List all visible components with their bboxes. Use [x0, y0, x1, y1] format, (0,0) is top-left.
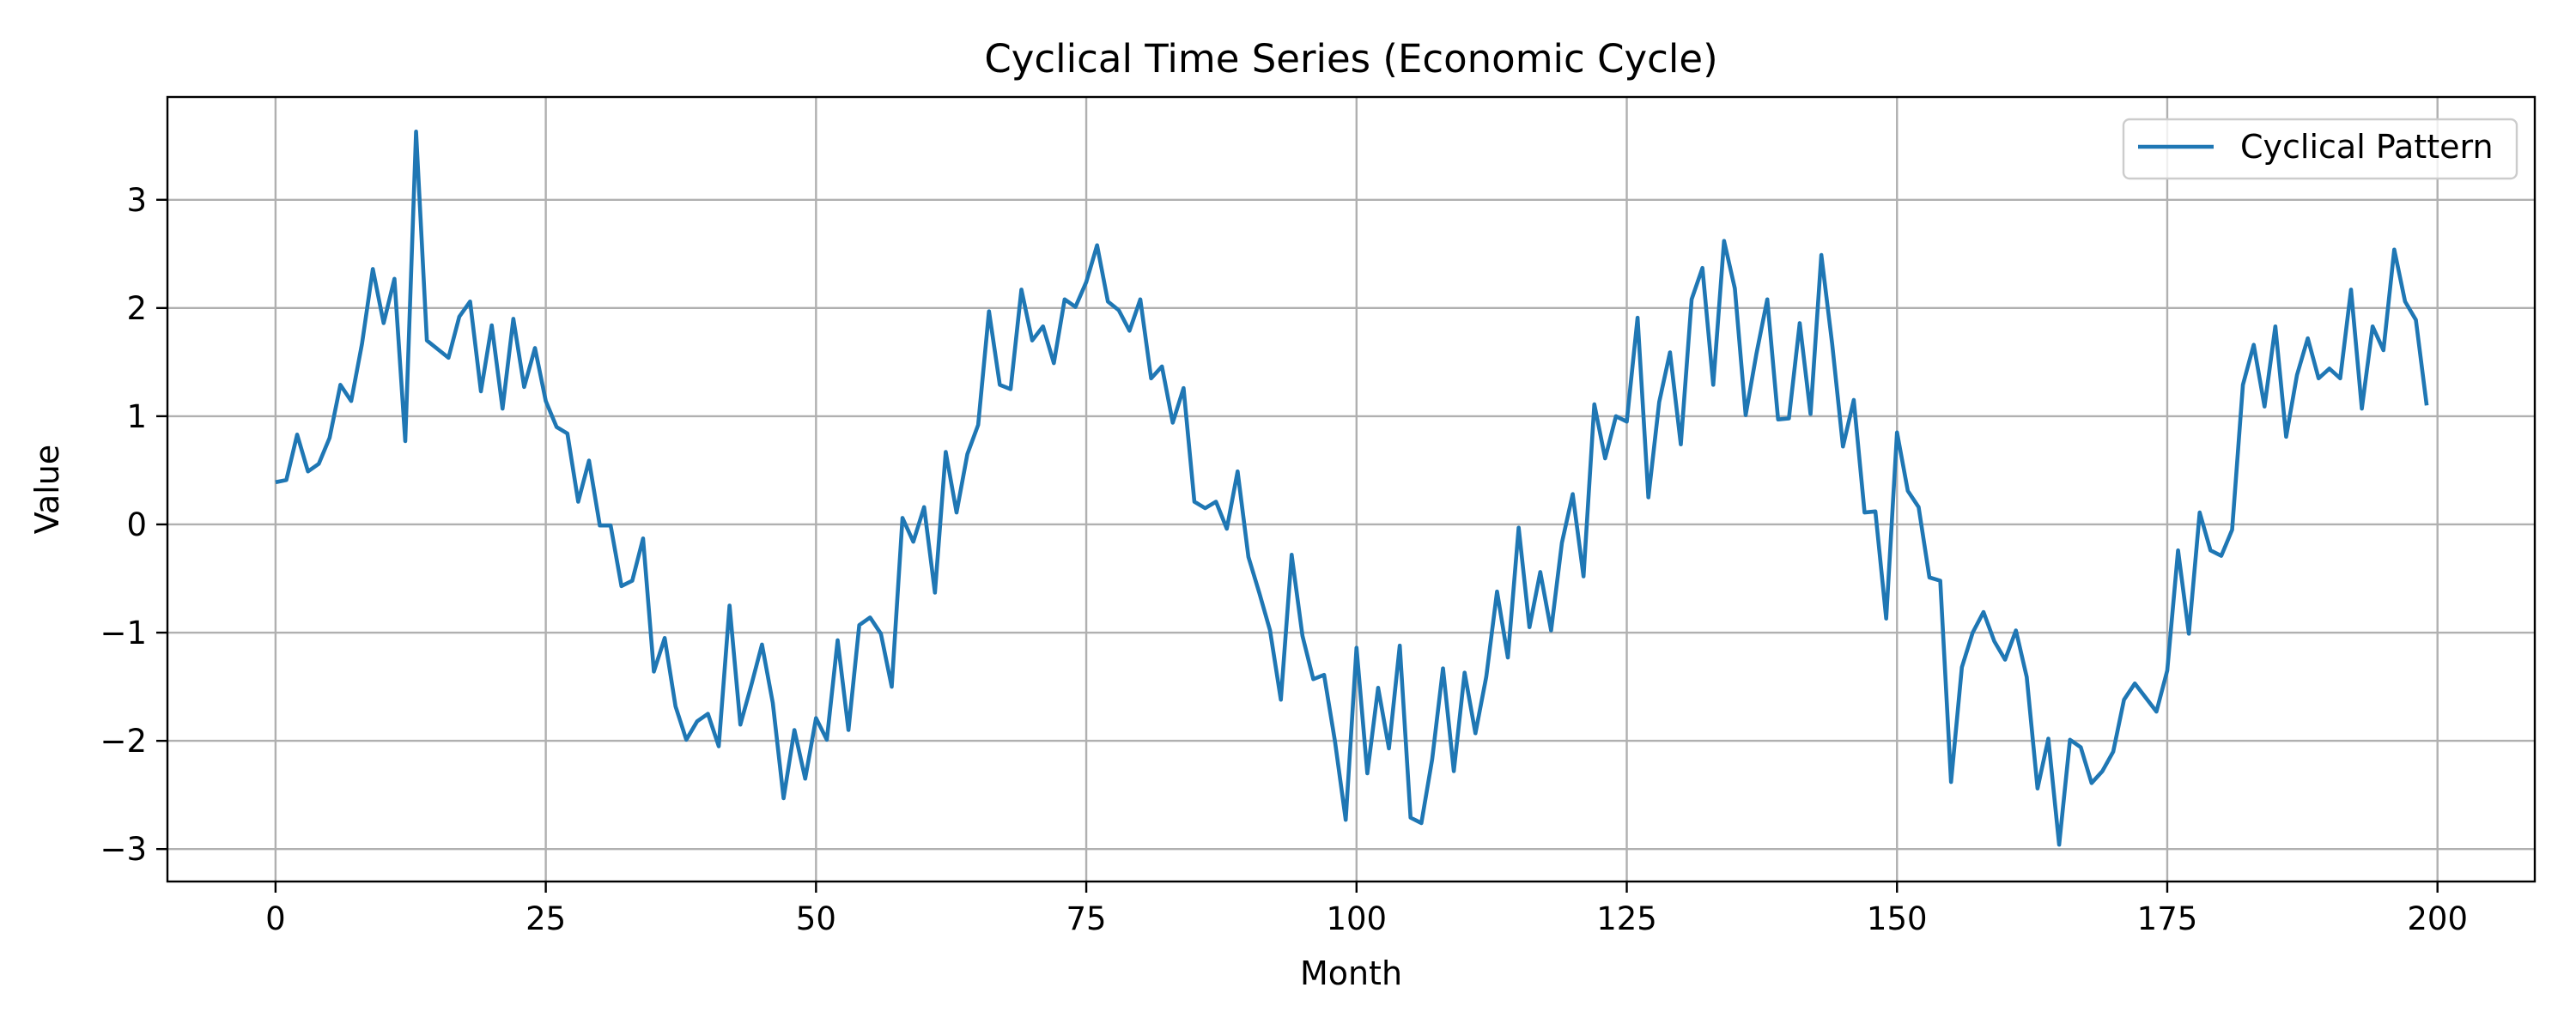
x-tick-label: 75 [1066, 900, 1107, 937]
y-tick-label: 2 [126, 290, 147, 327]
x-tick-label: 175 [2137, 900, 2198, 937]
x-tick-label: 125 [1596, 900, 1657, 937]
x-tick-label: 0 [265, 900, 286, 937]
y-tick-label: 1 [126, 398, 147, 435]
plot-frame [166, 95, 2537, 883]
y-tick-label: 3 [126, 182, 147, 219]
y-tick-label: −2 [100, 723, 147, 760]
legend-label-cyclical-pattern: Cyclical Pattern [2240, 128, 2494, 166]
x-axis-label: Month [1300, 954, 1402, 992]
series-layer [275, 130, 2429, 847]
ticks-layer: 0 25 50 75 100 125 150 175 200 −3 −2 −1 0 1 2 3 [100, 182, 2468, 937]
legend: Cyclical Pattern [2122, 118, 2518, 180]
x-tick-label: 150 [1867, 900, 1928, 937]
legend-box [2122, 118, 2518, 180]
x-tick-label: 50 [796, 900, 836, 937]
y-tick-label: 0 [126, 506, 147, 543]
y-tick-label: −1 [100, 615, 147, 651]
x-tick-label: 200 [2407, 900, 2468, 937]
chart-title: Cyclical Time Series (Economic Cycle) [984, 36, 1717, 82]
y-tick-label: −3 [100, 831, 147, 868]
series-line-0 [275, 130, 2429, 847]
x-tick-label: 25 [526, 900, 566, 937]
x-tick-label: 100 [1326, 900, 1387, 937]
y-axis-label: Value [28, 445, 66, 534]
